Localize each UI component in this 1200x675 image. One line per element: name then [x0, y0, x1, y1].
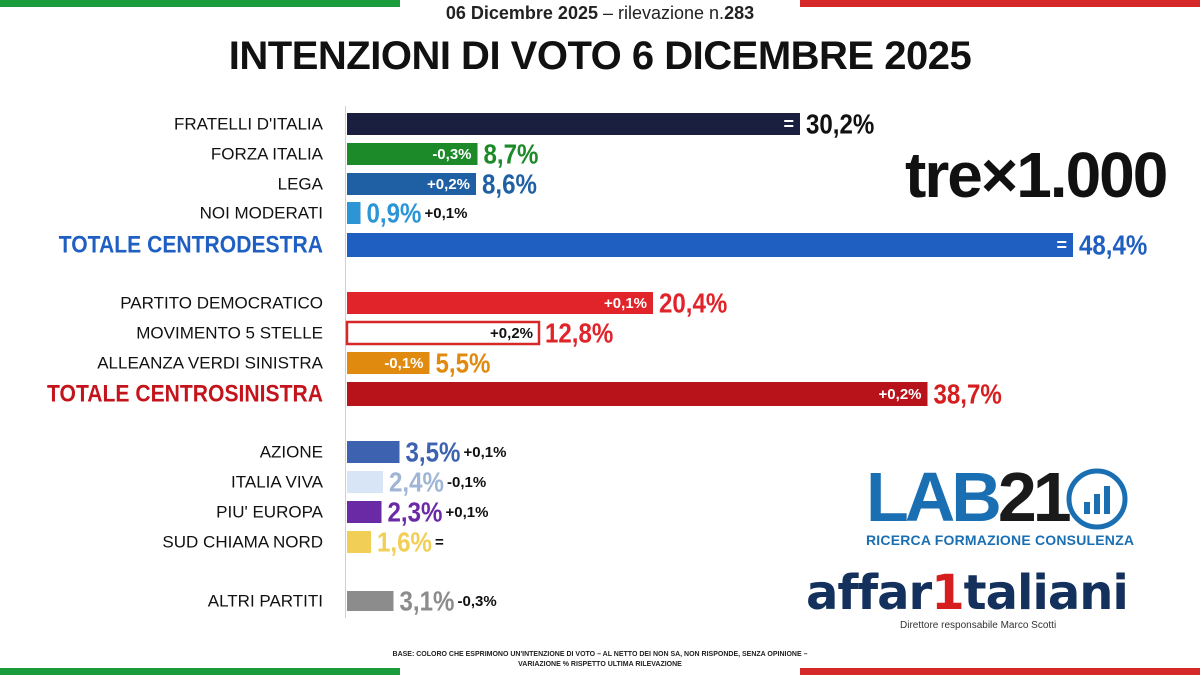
- value-label-lega: 8,6%: [482, 168, 537, 200]
- change-label-sud-chiama-nord: =: [435, 534, 444, 551]
- category-label-piu-europa: PIU' EUROPA: [216, 502, 324, 521]
- category-label-azione: AZIONE: [260, 442, 323, 461]
- bar-totale-centrodestra: [347, 233, 1073, 257]
- affari-part1: affar: [806, 565, 932, 621]
- bar-altri-partiti: [347, 591, 394, 611]
- category-label-forza-italia: FORZA ITALIA: [211, 144, 324, 163]
- survey-date: 06 Dicembre 2025: [445, 3, 598, 23]
- value-label-partito-democratico: 20,4%: [659, 287, 727, 319]
- category-label-italia-viva: ITALIA VIVA: [231, 472, 324, 491]
- flag-strip-top-left: [0, 0, 400, 7]
- flag-strip-top-right: [800, 0, 1200, 7]
- affari-one: 1: [931, 565, 964, 621]
- bar-movimento-5-stelle: [345, 320, 541, 346]
- change-label-noi-moderati: +0,1%: [425, 205, 468, 222]
- category-label-fratelli-d-italia: FRATELLI D'ITALIA: [174, 114, 324, 133]
- value-label-alleanza-verdi-sinistra: 5,5%: [435, 347, 490, 379]
- change-label-totale-centrodestra: =: [1056, 235, 1067, 255]
- chart-axis-line: [345, 106, 346, 618]
- lab21-logo: LAB21: [866, 462, 1136, 532]
- survey-number: 283: [724, 3, 755, 23]
- category-label-totale-centrodestra: TOTALE CENTRODESTRA: [59, 231, 323, 258]
- bar-totale-centrosinistra: [347, 382, 928, 406]
- affari-part2: taliani: [963, 565, 1129, 621]
- survey-subtitle: 06 Dicembre 2025 – rilevazione n.283: [0, 3, 1200, 24]
- change-label-altri-partiti: -0,3%: [458, 593, 497, 610]
- bar-sud-chiama-nord: [347, 531, 371, 553]
- change-label-lega: +0,2%: [427, 176, 470, 193]
- bar-partito-democratico: [347, 292, 653, 314]
- affaritaliani-director: Direttore responsabile Marco Scotti: [900, 620, 1057, 631]
- category-label-alleanza-verdi-sinistra: ALLEANZA VERDI SINISTRA: [97, 353, 323, 372]
- value-label-forza-italia: 8,7%: [483, 138, 538, 170]
- footnote: BASE: COLORO CHE ESPRIMONO UN'INTENZIONE…: [392, 651, 808, 668]
- value-label-totale-centrosinistra: 38,7%: [933, 378, 1001, 410]
- change-label-italia-viva: -0,1%: [447, 474, 486, 491]
- category-label-movimento-5-stelle: MOVIMENTO 5 STELLE: [136, 323, 323, 342]
- value-label-azione: 3,5%: [406, 436, 461, 468]
- flag-strip-bottom-right: [800, 668, 1200, 675]
- category-label-partito-democratico: PARTITO DEMOCRATICO: [120, 293, 323, 312]
- value-label-sud-chiama-nord: 1,6%: [377, 526, 432, 558]
- category-label-lega: LEGA: [278, 174, 324, 193]
- bar-piu-europa: [347, 501, 382, 523]
- change-label-fratelli-d-italia: =: [783, 114, 794, 134]
- trex-logo-text: tre×1.000: [905, 139, 1168, 211]
- bar-fratelli-d-italia: [347, 113, 800, 135]
- bar-azione: [347, 441, 400, 463]
- change-label-forza-italia: -0,3%: [432, 146, 471, 163]
- change-label-totale-centrosinistra: +0,2%: [879, 386, 922, 403]
- value-label-piu-europa: 2,3%: [388, 496, 443, 528]
- category-label-sud-chiama-nord: SUD CHIAMA NORD: [162, 532, 323, 551]
- vote-intention-chart: FRATELLI D'ITALIA 30,2%=FORZA ITALIA 8,7%-…: [47, 108, 1147, 617]
- lab21-tagline: RICERCA FORMAZIONE CONSULENZA: [866, 532, 1135, 548]
- value-label-italia-viva: 2,4%: [389, 466, 444, 498]
- survey-sep: – rilevazione n.: [597, 3, 725, 23]
- change-label-partito-democratico: +0,1%: [604, 295, 647, 312]
- value-label-movimento-5-stelle: 12,8%: [545, 317, 613, 349]
- lab21-chart-icon: [1066, 468, 1128, 530]
- affaritaliani-logo: affar1taliani: [806, 565, 1176, 621]
- bar-noi-moderati: [347, 202, 361, 224]
- bar-forza-italia: [347, 143, 478, 165]
- value-label-noi-moderati: 0,9%: [366, 197, 421, 229]
- value-label-altri-partiti: 3,1%: [399, 585, 454, 617]
- trex-logo: tre×1.000: [905, 138, 1168, 213]
- change-label-piu-europa: +0,1%: [446, 504, 489, 521]
- category-label-totale-centrosinistra: TOTALE CENTROSINISTRA: [47, 380, 323, 407]
- lab21-logo-text: LAB21: [866, 458, 1072, 536]
- change-label-alleanza-verdi-sinistra: -0,1%: [384, 355, 423, 372]
- value-label-fratelli-d-italia: 30,2%: [806, 108, 874, 140]
- bar-lega: [347, 173, 476, 195]
- value-label-totale-centrodestra: 48,4%: [1079, 229, 1147, 261]
- change-label-azione: +0,1%: [464, 444, 507, 461]
- lab21-lab: LAB: [866, 458, 1002, 536]
- change-label-movimento-5-stelle: +0,2%: [490, 325, 533, 342]
- category-label-altri-partiti: ALTRI PARTITI: [208, 591, 323, 610]
- lab21-21: 21: [997, 458, 1072, 536]
- bar-italia-viva: [347, 471, 383, 493]
- flag-strip-bottom-left: [0, 668, 400, 675]
- category-label-noi-moderati: NOI MODERATI: [200, 203, 323, 222]
- bar-alleanza-verdi-sinistra: [347, 352, 430, 374]
- chart-title: INTENZIONI DI VOTO 6 DICEMBRE 2025: [228, 34, 972, 78]
